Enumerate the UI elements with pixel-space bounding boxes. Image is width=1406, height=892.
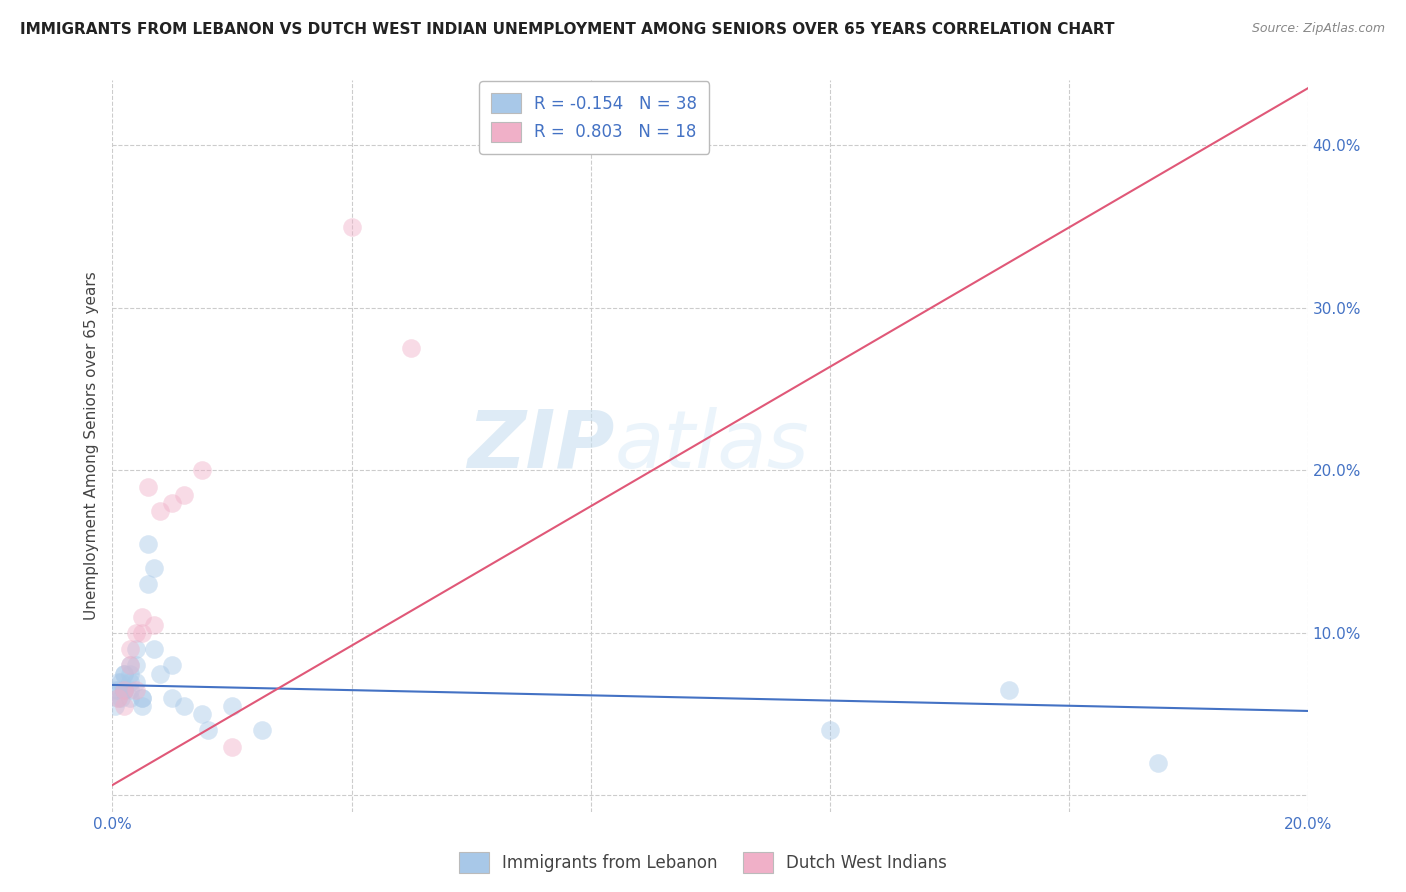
Point — [114, 682, 135, 697]
Point — [125, 642, 148, 657]
Point — [250, 723, 273, 738]
Point — [162, 658, 183, 673]
Point — [114, 682, 135, 697]
Point — [125, 626, 148, 640]
Point — [138, 480, 160, 494]
Point — [162, 496, 183, 510]
Point — [107, 690, 129, 705]
Point — [120, 658, 142, 673]
Text: IMMIGRANTS FROM LEBANON VS DUTCH WEST INDIAN UNEMPLOYMENT AMONG SENIORS OVER 65 : IMMIGRANTS FROM LEBANON VS DUTCH WEST IN… — [20, 22, 1114, 37]
Point — [191, 707, 214, 722]
Text: atlas: atlas — [614, 407, 810, 485]
Point — [125, 674, 148, 689]
Point — [120, 674, 142, 689]
Point — [120, 690, 142, 705]
Point — [143, 561, 166, 575]
Point — [138, 536, 160, 550]
Point — [221, 699, 243, 714]
Point — [143, 642, 166, 657]
Point — [191, 463, 214, 477]
Point — [131, 609, 153, 624]
Point — [149, 504, 172, 518]
Text: ZIP: ZIP — [467, 407, 614, 485]
Point — [131, 626, 153, 640]
Point — [131, 690, 153, 705]
Point — [120, 666, 142, 681]
Point — [138, 577, 160, 591]
Point — [107, 674, 129, 689]
Point — [120, 658, 142, 673]
Point — [120, 642, 142, 657]
Point — [162, 690, 183, 705]
Legend: Immigrants from Lebanon, Dutch West Indians: Immigrants from Lebanon, Dutch West Indi… — [453, 846, 953, 880]
Text: Source: ZipAtlas.com: Source: ZipAtlas.com — [1251, 22, 1385, 36]
Point — [173, 488, 195, 502]
Point — [120, 682, 142, 697]
Point — [107, 682, 129, 697]
Point — [221, 739, 243, 754]
Point — [340, 219, 363, 234]
Point — [401, 342, 423, 356]
Point — [173, 699, 195, 714]
Point — [1147, 756, 1170, 770]
Point — [114, 666, 135, 681]
Point — [197, 723, 219, 738]
Point — [110, 674, 132, 689]
Point — [104, 699, 127, 714]
Point — [125, 682, 148, 697]
Point — [818, 723, 841, 738]
Point — [114, 699, 135, 714]
Point — [131, 690, 153, 705]
Point — [998, 682, 1021, 697]
Point — [143, 617, 166, 632]
Point — [125, 658, 148, 673]
Point — [110, 690, 132, 705]
Point — [104, 682, 127, 697]
Point — [107, 690, 129, 705]
Point — [114, 682, 135, 697]
Y-axis label: Unemployment Among Seniors over 65 years: Unemployment Among Seniors over 65 years — [84, 272, 100, 620]
Point — [131, 699, 153, 714]
Legend: R = -0.154   N = 38, R =  0.803   N = 18: R = -0.154 N = 38, R = 0.803 N = 18 — [479, 81, 709, 153]
Point — [149, 666, 172, 681]
Point — [114, 666, 135, 681]
Point — [114, 682, 135, 697]
